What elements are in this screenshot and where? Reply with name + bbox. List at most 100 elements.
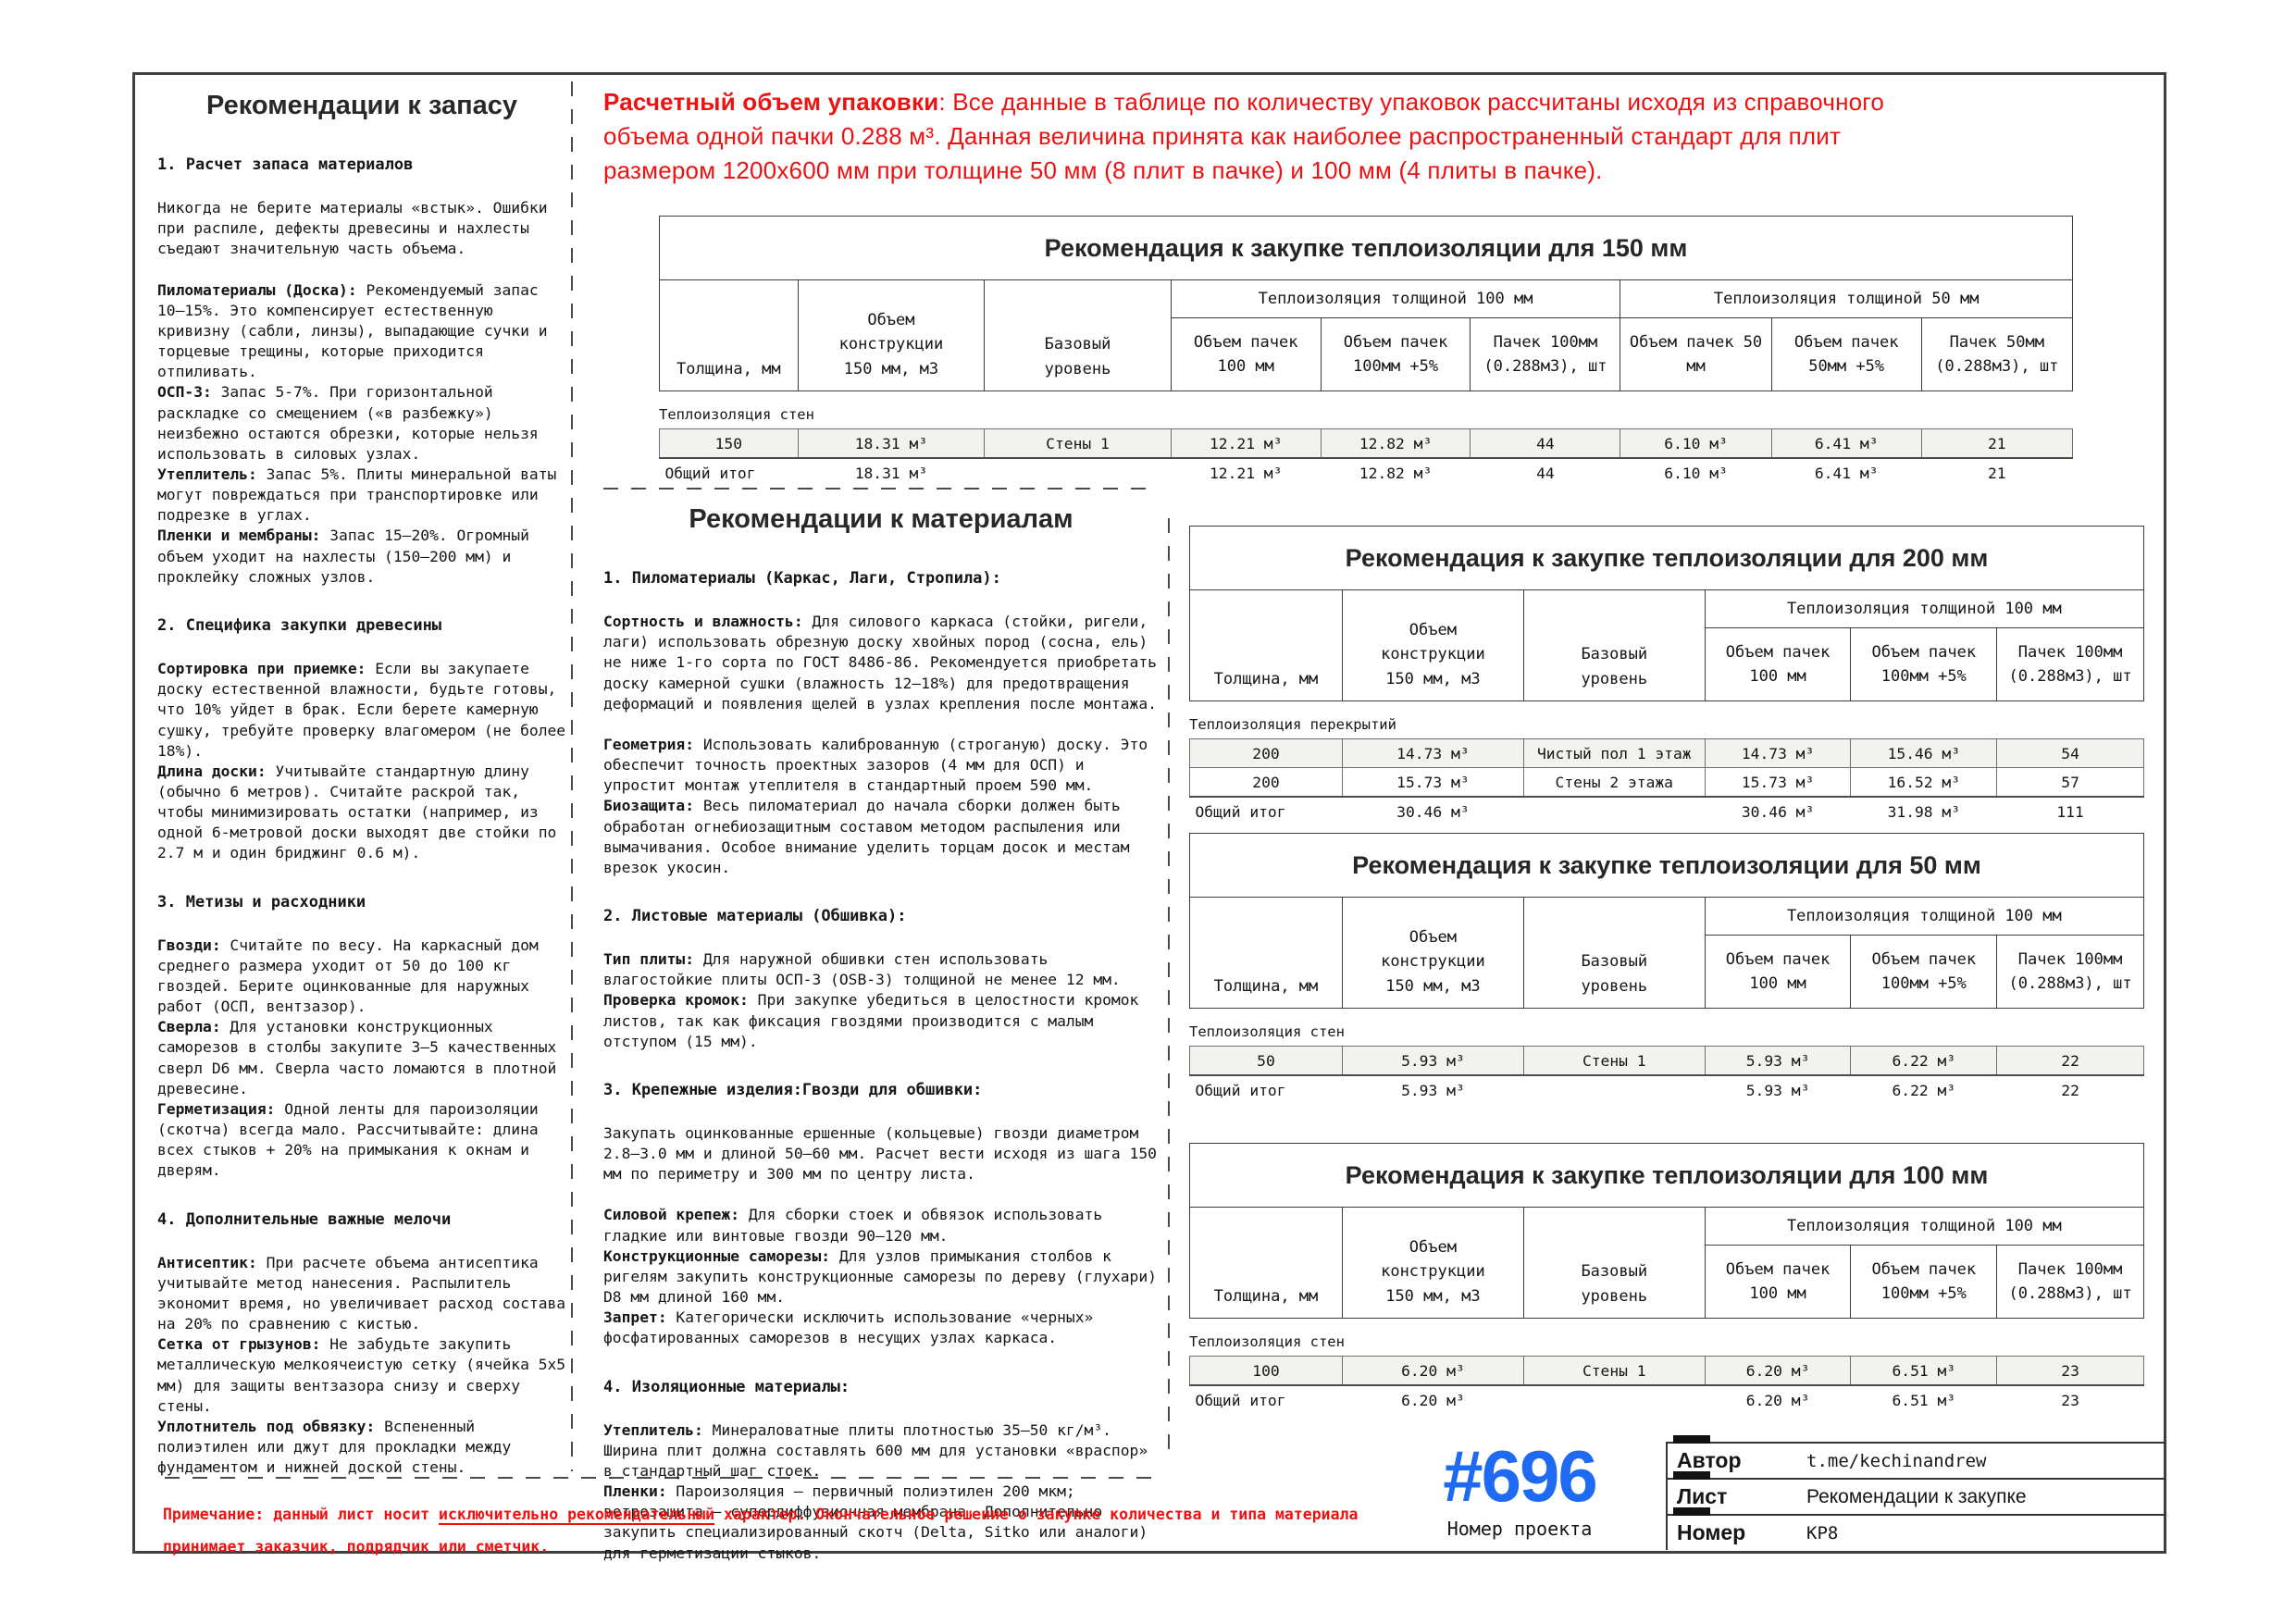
column-header: Базовый уровень (984, 279, 1172, 391)
table-cell: 22 (1996, 1074, 2144, 1104)
column-subheader: Пачек 50мм (0.288м3), шт (1920, 317, 2074, 391)
section-heading: 3. Крепежные изделия:Гвозди для обшивки: (603, 1080, 983, 1099)
column-group-header: Теплоизоляция толщиной 50 мм (1620, 279, 2073, 318)
column-subheader: Объем пачек 50 мм (1620, 317, 1772, 391)
table-cell: Общий итог (1189, 1384, 1343, 1414)
column-subheader: Пачек 100мм (0.288м3), шт (1996, 935, 2144, 1009)
table-cell: 16.52 м³ (1850, 767, 1998, 798)
table-cell: 54 (1996, 738, 2144, 768)
table-cell: Чистый пол 1 этаж (1522, 738, 1706, 768)
section-heading: 1. Расчет запаса материалов (157, 155, 414, 174)
paragraph: Утеплитель: Минераловатные плиты плотнос… (603, 1420, 1148, 1480)
table-cell: 44 (1470, 457, 1620, 487)
materials-recommendations-panel: Рекомендации к материалам 1. Пиломатериа… (603, 504, 1159, 1564)
paragraph: Антисептик: При расчете объема антисепти… (157, 1253, 566, 1333)
table-body: 100 6.20 м³ Стены 1 6.20 м³ 6.51 м³ 23 Общий и… (1189, 1356, 2144, 1414)
column-header: Объем конструкции 150 мм, м3 (1341, 589, 1524, 701)
paragraph: ОСП-3: Запас 5-7%. При горизонтальной ра… (157, 383, 539, 463)
section-heading: 2. Листовые материалы (Обшивка): (603, 906, 907, 925)
left-column-divider (571, 81, 573, 1471)
table-section-label: Теплоизоляция стен (1189, 1333, 1345, 1350)
packaging-volume-note: Расчетный объем упаковки: Все данные в т… (603, 85, 2084, 188)
title-block-value: t.me/kechinandrew (1806, 1450, 1987, 1471)
paragraph: Проверка кромок: При закупке убедиться в… (603, 991, 1139, 1050)
paragraph: Герметизация: Одной ленты для пароизоляц… (157, 1099, 539, 1180)
section-heading: 2. Специфика закупки древесины (157, 615, 442, 635)
column-group-header: Теплоизоляция толщиной 100 мм (1704, 589, 2145, 628)
paragraph: Уплотнитель под обвязку: Вспененный поли… (157, 1417, 512, 1477)
table-cell: 6.22 м³ (1850, 1074, 1997, 1104)
paragraph: Конструкционные саморезы: Для узлов прим… (603, 1246, 1157, 1307)
section-heading: 4. Изоляционные материалы: (603, 1377, 850, 1396)
column-subheader: Объем пачек 100 мм (1704, 627, 1852, 701)
table-cell: 6.51 м³ (1850, 1384, 1997, 1414)
table-cell: 14.73 м³ (1341, 738, 1524, 768)
column-subheader: Пачек 100мм (0.288м3), шт (1996, 1245, 2144, 1319)
table-cell: 6.41 м³ (1771, 457, 1922, 487)
table-cell: 18.31 м³ (798, 457, 985, 487)
paragraph: Гвозди: Считайте по весу. На каркасный д… (157, 936, 539, 1016)
column-subheader: Объем пачек 100мм +5% (1850, 627, 1998, 701)
table-cell: 23 (1996, 1356, 2144, 1386)
table-cell (984, 457, 1172, 487)
table-cell: 6.20 м³ (1705, 1384, 1851, 1414)
table-row: 100 6.20 м³ Стены 1 6.20 м³ 6.51 м³ 23 (1189, 1356, 2144, 1386)
table-cell: 5.93 м³ (1341, 1046, 1524, 1076)
table-title: Рекомендация к закупке теплоизоляции для… (1189, 526, 2144, 590)
table-section-label: Теплоизоляция перекрытий (1189, 716, 1396, 733)
table-cell (1523, 1384, 1706, 1414)
title-block-label: Лист (1677, 1484, 1728, 1508)
table-insulation-50mm: Рекомендация к закупке теплоизоляции для… (1189, 833, 2145, 1104)
column-subheader: Пачек 100мм (0.288м3), шт (1996, 627, 2144, 701)
title-block-value: КР8 (1806, 1522, 1839, 1543)
column-header: Объем конструкции 150 мм, м3 (1341, 1207, 1524, 1319)
column-header: Толщина, мм (1189, 897, 1343, 1009)
table-cell: 44 (1470, 428, 1621, 459)
table-cell: Стены 1 (1522, 1046, 1706, 1076)
table-cell: 12.82 м³ (1321, 457, 1471, 487)
table-row: 200 14.73 м³ Чистый пол 1 этаж 14.73 м³ 15.4… (1189, 738, 2144, 768)
row-marker-bar (1673, 1435, 1710, 1444)
table-title: Рекомендация к закупке теплоизоляции для… (659, 216, 2073, 280)
intro-line: объема одной пачки 0.288 м³. Данная вели… (603, 121, 1842, 150)
table-cell: 57 (1996, 767, 2144, 798)
table-body: 50 5.93 м³ Стены 1 5.93 м³ 6.22 м³ 22 Общий ит… (1189, 1046, 2144, 1104)
table-cell: 6.20 м³ (1342, 1384, 1524, 1414)
project-number-caption: Номер проекта (1446, 1518, 1593, 1540)
table-cell: 6.22 м³ (1850, 1046, 1998, 1076)
table-cell: 22 (1996, 1046, 2144, 1076)
table-total-row: Общий итог 6.20 м³ 6.20 м³ 6.51 м³ 23 (1189, 1384, 2144, 1414)
table-insulation-100mm: Рекомендация к закупке теплоизоляции для… (1189, 1143, 2145, 1414)
table-cell: 6.51 м³ (1850, 1356, 1998, 1386)
section-heading: 4. Дополнительные важные мелочи (157, 1209, 452, 1229)
note-top-divider (165, 1477, 1155, 1479)
table-insulation-150mm: Рекомендация к закупке теплоизоляции для… (659, 216, 2074, 487)
paragraph: Сортировка при приемке: Если вы закупает… (157, 660, 566, 760)
column-header: Толщина, мм (659, 279, 799, 391)
column-subheader: Объем пачек 100мм +5% (1320, 317, 1471, 391)
table-cell: 18.31 м³ (797, 428, 986, 459)
table-cell: 100 (1189, 1356, 1343, 1386)
table-cell: 21 (1921, 457, 2073, 487)
column-group-header: Теплоизоляция толщиной 100 мм (1704, 897, 2145, 936)
paragraph: Тип плиты: Для наружной обшивки стен исп… (603, 950, 1121, 989)
column-subheader: Объем пачек 100мм +5% (1850, 935, 1998, 1009)
paragraph: Геометрия: Использовать калиброванную (с… (603, 735, 1148, 795)
title-block-row: Автор t.me/kechinandrew (1668, 1435, 2166, 1478)
paragraph: Утеплитель: Запас 5%. Плиты минеральной … (157, 465, 557, 525)
table-cell: 12.21 м³ (1170, 428, 1322, 459)
paragraph: Сверла: Для установки конструкционных са… (157, 1018, 557, 1097)
column-header: Базовый уровень (1522, 1207, 1706, 1319)
paragraph: Сортность и влажность: Для силового карк… (603, 613, 1157, 713)
section-heading: 1. Пиломатериалы (Каркас, Лаги, Стропила… (603, 569, 1001, 588)
table-cell: Стены 1 (984, 428, 1172, 459)
materials-top-divider (603, 488, 1153, 490)
table-cell: 5.93 м³ (1342, 1074, 1524, 1104)
paragraph: Пленки: Пароизоляция — первичный полиэти… (603, 1482, 1148, 1562)
paragraph: Сетка от грызунов: Не забудьте закупить … (157, 1335, 566, 1415)
table-cell: Общий итог (1189, 1074, 1343, 1104)
paragraph: Никогда не берите материалы «встык». Оши… (157, 199, 548, 258)
table-section-label: Теплоизоляция стен (1189, 1023, 1345, 1040)
column-header: Базовый уровень (1522, 589, 1706, 701)
